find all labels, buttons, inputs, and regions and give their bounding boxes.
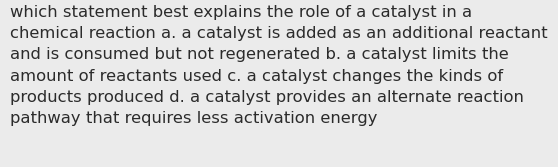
- Text: which statement best explains the role of a catalyst in a
chemical reaction a. a: which statement best explains the role o…: [10, 5, 547, 126]
